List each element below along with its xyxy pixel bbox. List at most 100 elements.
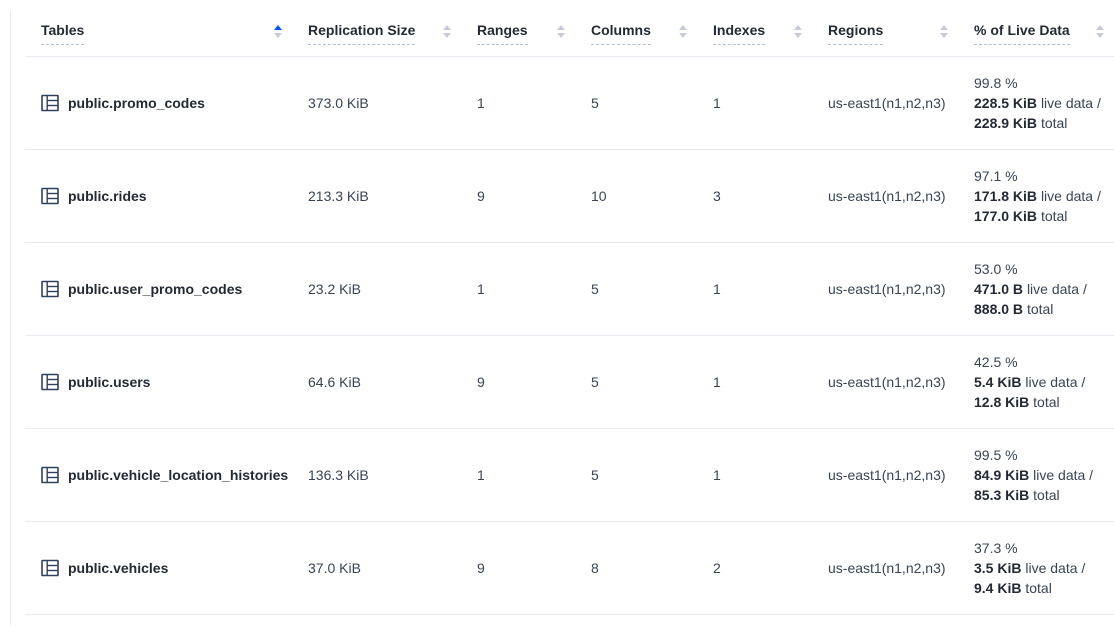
live-data-percent: 53.0 % [974, 261, 1018, 277]
table-row[interactable]: public.users 64.6 KiB 9 5 1 us-east1(n1,… [25, 336, 1114, 429]
indexes-cell: 2 [713, 560, 721, 576]
sort-asc-icon[interactable] [794, 24, 802, 30]
live-size-value: 471.0 B [974, 281, 1024, 297]
tables-panel: Tables Replication Size Ranges Columns [10, 10, 1114, 625]
indexes-cell: 1 [713, 281, 721, 297]
regions-cell: us-east1(n1,n2,n3) [828, 188, 946, 204]
sort-asc-icon[interactable] [443, 24, 451, 30]
table-name-link[interactable]: public.user_promo_codes [68, 281, 243, 297]
live-data-percent: 42.5 % [974, 354, 1018, 370]
total-size-value: 228.9 KiB [974, 115, 1038, 131]
table-row[interactable]: public.promo_codes 373.0 KiB 1 5 1 us-ea… [25, 57, 1114, 150]
columns-cell: 5 [591, 467, 599, 483]
live-data-size-line: 228.5 KiB live data / [974, 93, 1114, 113]
column-label-replication-size: Replication Size [308, 22, 416, 45]
live-size-value: 84.9 KiB [974, 467, 1030, 483]
sort-desc-icon[interactable] [1096, 32, 1104, 38]
table-name-cell: public.promo_codes [25, 94, 292, 112]
ranges-cell: 9 [477, 374, 485, 390]
sort-arrows[interactable] [443, 24, 451, 38]
column-label-ranges: Ranges [477, 22, 528, 45]
sort-arrows[interactable] [1096, 24, 1104, 38]
column-header-tables[interactable]: Tables [25, 22, 292, 45]
live-data-cell: 99.5 % 84.9 KiB live data / 85.3 KiB tot… [958, 445, 1114, 505]
regions-cell: us-east1(n1,n2,n3) [828, 281, 946, 297]
live-data-percent: 99.8 % [974, 75, 1018, 91]
sort-asc-icon[interactable] [557, 24, 565, 30]
sort-desc-icon[interactable] [940, 32, 948, 38]
live-size-value: 228.5 KiB [974, 95, 1038, 111]
sort-desc-icon[interactable] [443, 32, 451, 38]
sort-desc-icon[interactable] [557, 32, 565, 38]
table-row[interactable]: public.user_promo_codes 23.2 KiB 1 5 1 u… [25, 243, 1114, 336]
live-data-size-line: 84.9 KiB live data / [974, 465, 1114, 485]
sort-arrows[interactable] [794, 24, 802, 38]
replication-size-cell: 213.3 KiB [308, 188, 369, 204]
table-name-link[interactable]: public.vehicle_location_histories [68, 467, 289, 483]
column-header-ranges[interactable]: Ranges [461, 22, 575, 45]
sort-desc-icon[interactable] [274, 32, 282, 38]
sort-asc-icon[interactable] [940, 24, 948, 30]
replication-size-cell: 37.0 KiB [308, 560, 361, 576]
total-data-size-line: 228.9 KiB total [974, 113, 1114, 133]
replication-size-cell: 373.0 KiB [308, 95, 369, 111]
indexes-cell: 1 [713, 95, 721, 111]
sort-arrows[interactable] [274, 24, 282, 38]
live-size-label: live data / [1040, 95, 1101, 111]
sort-desc-icon[interactable] [794, 32, 802, 38]
live-data-cell: 37.3 % 3.5 KiB live data / 9.4 KiB total [958, 538, 1114, 598]
sort-desc-icon[interactable] [679, 32, 687, 38]
sort-arrows[interactable] [557, 24, 565, 38]
column-header-indexes[interactable]: Indexes [697, 22, 812, 45]
live-data-percent: 97.1 % [974, 168, 1018, 184]
column-label-live-data: % of Live Data [974, 22, 1070, 45]
column-header-live-data[interactable]: % of Live Data [958, 22, 1114, 45]
columns-cell: 5 [591, 374, 599, 390]
column-label-regions: Regions [828, 22, 884, 45]
total-size-label: total [1033, 487, 1060, 503]
replication-size-cell: 136.3 KiB [308, 467, 369, 483]
column-header-regions[interactable]: Regions [812, 22, 958, 45]
table-row[interactable]: public.vehicle_location_histories 136.3 … [25, 429, 1114, 522]
columns-cell: 8 [591, 560, 599, 576]
sort-asc-icon[interactable] [679, 24, 687, 30]
sort-asc-icon[interactable] [274, 24, 282, 30]
table-name-link[interactable]: public.vehicles [68, 560, 169, 576]
total-size-value: 12.8 KiB [974, 394, 1030, 410]
indexes-cell: 3 [713, 188, 721, 204]
live-data-size-line: 171.8 KiB live data / [974, 186, 1114, 206]
table-icon [41, 94, 59, 112]
table-header-row: Tables Replication Size Ranges Columns [25, 10, 1114, 57]
column-header-columns[interactable]: Columns [575, 22, 697, 45]
total-data-size-line: 9.4 KiB total [974, 578, 1114, 598]
table-icon [41, 466, 59, 484]
table-name-cell: public.vehicles [25, 559, 292, 577]
indexes-cell: 1 [713, 467, 721, 483]
table-name-link[interactable]: public.promo_codes [68, 95, 205, 111]
table-name-link[interactable]: public.rides [68, 188, 147, 204]
table-name-link[interactable]: public.users [68, 374, 151, 390]
total-size-label: total [1040, 115, 1068, 131]
columns-cell: 5 [591, 95, 599, 111]
indexes-cell: 1 [713, 374, 721, 390]
live-size-value: 171.8 KiB [974, 188, 1038, 204]
total-size-value: 177.0 KiB [974, 208, 1038, 224]
table-body: public.promo_codes 373.0 KiB 1 5 1 us-ea… [25, 57, 1114, 615]
live-data-size-line: 471.0 B live data / [974, 279, 1114, 299]
sort-asc-icon[interactable] [1096, 24, 1104, 30]
sort-arrows[interactable] [940, 24, 948, 38]
table-row[interactable]: public.vehicles 37.0 KiB 9 8 2 us-east1(… [25, 522, 1114, 615]
table-icon [41, 280, 59, 298]
table-row[interactable]: public.rides 213.3 KiB 9 10 3 us-east1(n… [25, 150, 1114, 243]
total-size-label: total [1026, 301, 1054, 317]
live-data-cell: 53.0 % 471.0 B live data / 888.0 B total [958, 259, 1114, 319]
live-size-label: live data / [1040, 188, 1101, 204]
sort-arrows[interactable] [679, 24, 687, 38]
ranges-cell: 9 [477, 560, 485, 576]
ranges-cell: 1 [477, 95, 485, 111]
ranges-cell: 1 [477, 467, 485, 483]
regions-cell: us-east1(n1,n2,n3) [828, 560, 946, 576]
total-size-label: total [1025, 580, 1052, 596]
column-header-replication-size[interactable]: Replication Size [292, 22, 461, 45]
table-name-cell: public.vehicle_location_histories [25, 466, 292, 484]
